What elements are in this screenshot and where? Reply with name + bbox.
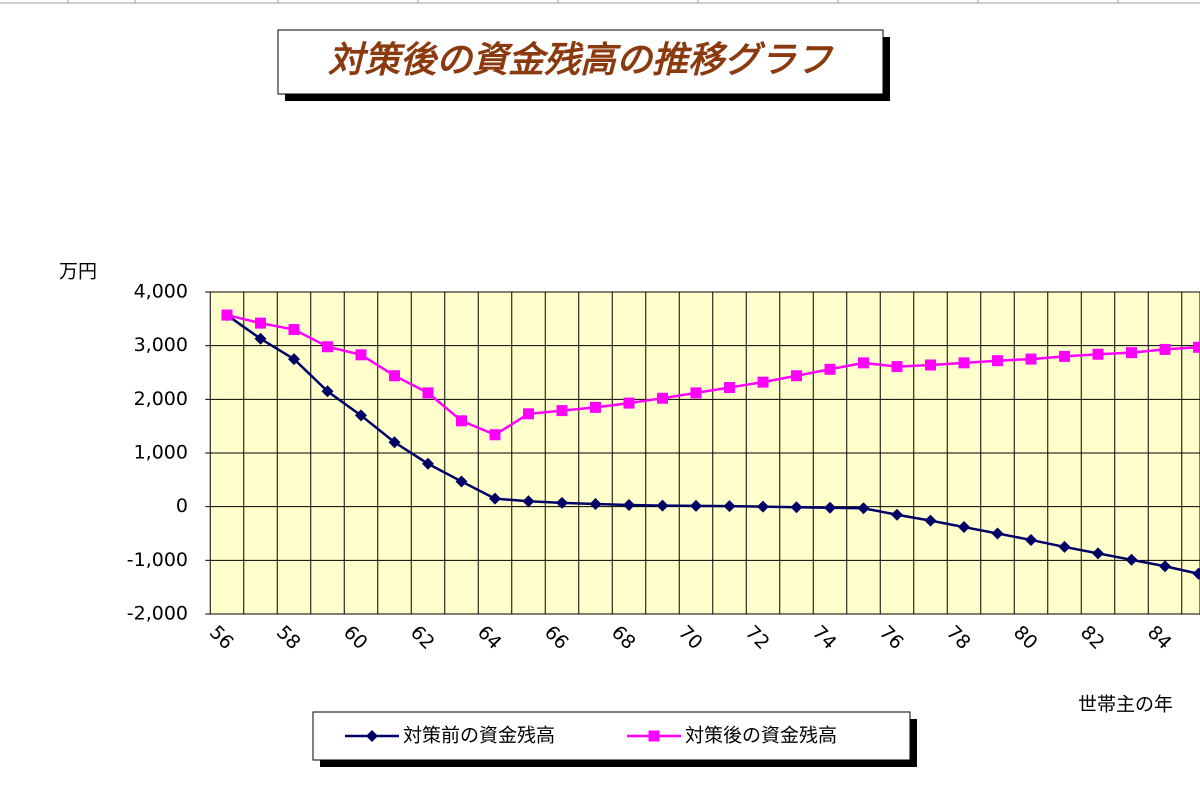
- data-point: [690, 387, 702, 399]
- data-point: [455, 475, 468, 488]
- x-tick-label: 70: [674, 621, 707, 654]
- data-point: [690, 499, 702, 512]
- data-point: [1059, 350, 1070, 362]
- data-point: [724, 382, 735, 394]
- data-point: [1092, 348, 1104, 360]
- y-tick-label: -1,000: [127, 549, 188, 571]
- data-point: [489, 429, 501, 441]
- title-box: [277, 29, 884, 95]
- x-tick-label: 68: [607, 621, 640, 654]
- data-point: [858, 357, 869, 369]
- data-point: [1159, 560, 1171, 573]
- legend-label: 対策後の資金残高: [685, 725, 837, 747]
- series-line: [226, 314, 1199, 575]
- data-point: [389, 370, 400, 382]
- x-tick-label: 60: [339, 621, 372, 654]
- data-point: [1092, 547, 1104, 560]
- data-point: [1126, 347, 1137, 359]
- x-tick-label: 76: [875, 621, 908, 654]
- series-line: [226, 313, 1199, 437]
- data-point: [991, 527, 1004, 540]
- data-point: [925, 359, 936, 371]
- data-point: [992, 355, 1003, 367]
- x-tick-label: 58: [272, 621, 305, 654]
- x-tick-label: 84: [1143, 621, 1176, 654]
- data-point: [1025, 353, 1037, 365]
- data-point: [355, 349, 367, 361]
- data-point: [288, 324, 300, 336]
- legend-marker: [366, 730, 378, 742]
- data-point: [757, 500, 769, 513]
- data-point: [254, 332, 267, 345]
- data-point: [1125, 553, 1138, 566]
- data-point: [422, 457, 434, 470]
- data-point: [857, 502, 870, 515]
- x-tick-label: 74: [808, 621, 841, 654]
- data-point: [1159, 343, 1171, 355]
- data-point: [590, 401, 601, 413]
- sheet-grid: [0, 0, 1200, 4]
- data-point: [1025, 533, 1037, 546]
- legend-marker: [648, 730, 660, 742]
- data-point: [824, 501, 836, 514]
- data-point: [255, 317, 266, 329]
- x-axis-label: 世帯主の年: [1078, 694, 1173, 716]
- x-tick-label: 56: [205, 621, 238, 654]
- y-tick-label: 3,000: [134, 334, 188, 356]
- data-point: [924, 514, 937, 527]
- y-tick-label: 1,000: [134, 442, 188, 464]
- data-point: [221, 309, 233, 321]
- data-point: [456, 415, 467, 427]
- y-tick-label: -2,000: [127, 603, 188, 625]
- data-point: [355, 409, 367, 422]
- legend-label: 対策前の資金残高: [403, 725, 555, 747]
- x-tick-label: 64: [473, 621, 506, 654]
- data-point: [1058, 540, 1071, 553]
- data-point: [791, 370, 802, 382]
- data-point: [623, 499, 635, 512]
- data-point: [489, 492, 501, 505]
- y-tick-label: 0: [176, 495, 188, 517]
- data-point: [522, 495, 535, 508]
- data-point: [589, 497, 602, 510]
- data-point: [523, 408, 534, 420]
- data-point: [1192, 567, 1200, 580]
- data-point: [891, 508, 903, 521]
- data-point: [657, 392, 668, 404]
- data-point: [891, 361, 903, 373]
- x-tick-label: 62: [406, 621, 439, 654]
- data-point: [824, 363, 836, 375]
- data-point: [656, 499, 669, 512]
- data-point: [723, 500, 736, 513]
- y-tick-label: 2,000: [134, 388, 188, 410]
- data-point: [958, 521, 970, 534]
- x-tick-label: 78: [942, 621, 975, 654]
- data-point: [422, 387, 434, 399]
- data-point: [790, 501, 803, 514]
- chart-title: 対策後の資金残高の推移グラフ: [328, 40, 834, 81]
- data-point: [757, 376, 769, 388]
- legend-box: [312, 711, 911, 761]
- data-point: [1193, 341, 1200, 353]
- x-tick-label: 82: [1076, 621, 1109, 654]
- data-point: [623, 397, 635, 409]
- y-tick-label: 4,000: [134, 281, 188, 303]
- data-point: [958, 357, 970, 369]
- data-point: [556, 405, 568, 417]
- x-tick-label: 72: [741, 621, 774, 654]
- data-point: [556, 496, 568, 509]
- data-point: [322, 341, 333, 353]
- data-point: [321, 385, 334, 398]
- data-point: [388, 436, 401, 449]
- y-axis-label: 万円: [59, 261, 97, 283]
- x-tick-label: 66: [540, 621, 573, 654]
- data-point: [288, 353, 300, 366]
- x-tick-label: 80: [1009, 621, 1042, 654]
